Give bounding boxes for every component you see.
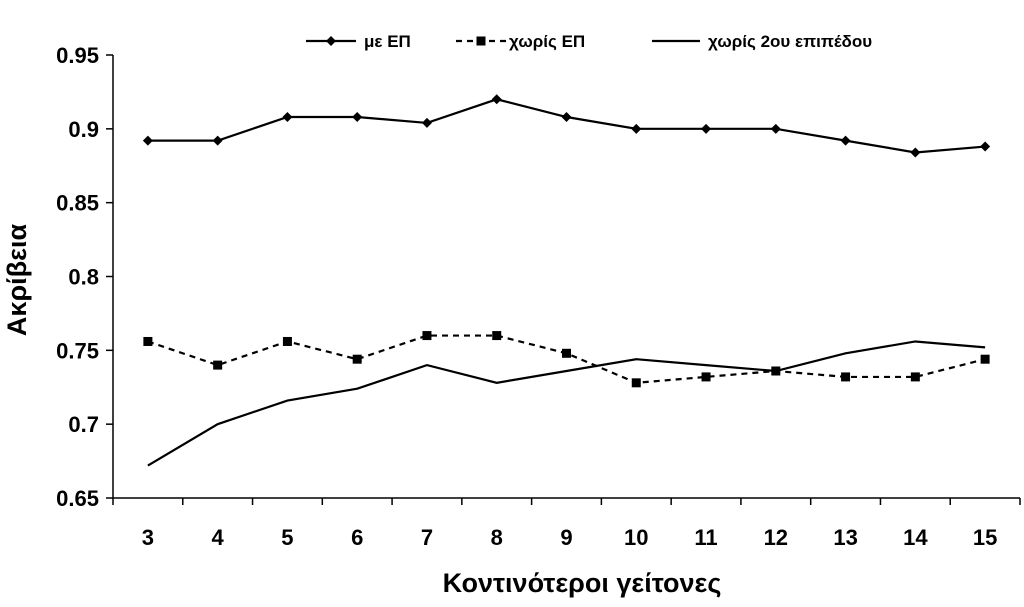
x-tick-label: 8: [491, 525, 503, 550]
series-1: [143, 331, 990, 388]
data-point: [910, 147, 921, 158]
x-axis-title: Κοντινότεροι γείτονες: [443, 568, 722, 598]
legend-label: χωρίς 2ου επιπέδου: [708, 32, 872, 51]
data-point: [422, 331, 432, 341]
data-point: [143, 336, 153, 346]
y-tick-label: 0.85: [56, 191, 99, 216]
y-tick-label: 0.8: [68, 265, 99, 290]
data-point: [910, 372, 920, 382]
x-tick-label: 13: [833, 525, 857, 550]
y-axis-title: Ακρίβεια: [2, 224, 32, 337]
legend: με ΕΠ χωρίς ΕΠ χωρίς 2ου επιπέδου: [306, 32, 872, 51]
series-line: [147, 98, 986, 154]
data-point: [212, 135, 223, 146]
series-0: [142, 94, 991, 158]
legend-swatch-marker: [326, 36, 336, 46]
y-tick-label: 0.9: [68, 117, 99, 142]
legend-swatch-marker: [476, 36, 486, 46]
data-point: [492, 331, 502, 341]
data-point: [561, 112, 572, 123]
data-point: [352, 354, 362, 364]
data-point: [701, 123, 712, 134]
data-point: [282, 336, 292, 346]
x-tick-label: 9: [560, 525, 572, 550]
legend-item: χωρίς ΕΠ: [456, 32, 585, 51]
data-point: [701, 372, 711, 382]
x-tick-label: 3: [142, 525, 154, 550]
y-tick-label: 0.7: [68, 412, 99, 437]
x-tick-label: 4: [212, 525, 225, 550]
x-tick-label: 12: [764, 525, 788, 550]
y-tick-label: 0.65: [56, 486, 99, 511]
tick-labels: 0.65 0.7 0.75 0.8 0.85 0.9 0.95 3 4 5 6 7 8 9 10 11 12 13…: [56, 43, 1021, 550]
series-2: [147, 340, 986, 467]
data-point: [491, 94, 502, 105]
series-line: [147, 340, 986, 467]
legend-label: χωρίς ΕΠ: [509, 32, 585, 51]
data-point: [841, 372, 851, 382]
y-tick-label: 0.75: [56, 338, 99, 363]
x-tick-label: 6: [351, 525, 363, 550]
data-point: [840, 135, 851, 146]
y-tick-label: 0.95: [56, 43, 99, 68]
series-lines: [142, 94, 991, 467]
x-tick-label: 10: [624, 525, 648, 550]
data-point: [980, 354, 990, 364]
data-point: [770, 123, 781, 134]
x-tick-label: 14: [903, 525, 928, 550]
data-point: [562, 348, 571, 358]
data-point: [421, 117, 432, 128]
x-tick-label: 11: [694, 525, 717, 550]
legend-item: χωρίς 2ου επιπέδου: [652, 32, 872, 51]
data-point: [282, 112, 293, 123]
data-point: [631, 378, 641, 388]
data-point: [213, 360, 223, 370]
legend-label: με ΕΠ: [364, 32, 411, 51]
data-point: [980, 141, 991, 152]
data-point: [352, 112, 363, 123]
series-line: [147, 334, 986, 384]
x-tick-label: 7: [421, 525, 433, 550]
x-tick-label: 5: [281, 525, 293, 550]
legend-item: με ΕΠ: [306, 32, 411, 51]
x-tick-label: 15: [973, 525, 997, 550]
data-point: [631, 123, 642, 134]
data-point: [142, 135, 153, 146]
